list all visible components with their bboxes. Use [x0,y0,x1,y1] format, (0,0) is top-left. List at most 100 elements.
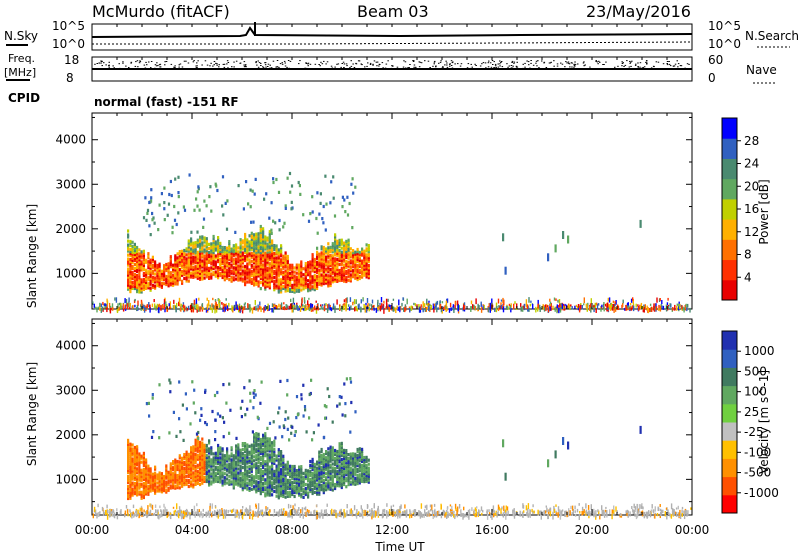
power-echo-cell [338,276,341,281]
velocity-echo-cell [217,447,220,452]
velocity-echo-cell [151,480,154,484]
power-echo-cell [212,236,215,241]
velocity-echo-cell [230,476,233,480]
power-echo-cell [205,251,208,255]
velocity-echo-cell [136,447,139,451]
power-echo-cell [246,242,249,246]
power-echo-cell [163,218,166,222]
power-echo-cell [316,252,319,256]
velocity-echo-cell [280,486,283,490]
power-echo-cell [348,304,350,307]
velocity-echo-cell [201,437,204,441]
power-echo-cell [210,272,213,276]
power-colorbar-band [722,178,737,200]
power-echo-cell [595,308,597,313]
power-echo-cell [250,237,253,241]
power-echo-cell [271,261,274,265]
velocity-echo-cell [253,459,256,463]
velocity-echo-cell [203,479,206,483]
power-echo-cell [329,271,332,276]
power-echo-cell [253,241,256,245]
power-echo-cell [212,242,215,247]
velocity-echo-cell [257,474,260,478]
power-echo-cell [334,243,337,247]
power-echo-cell [343,273,346,277]
nave-point [321,63,324,65]
velocity-echo-cell [322,452,325,457]
power-echo-cell [400,306,402,311]
power-echo-cell [257,266,260,270]
power-echo-cell [175,307,177,313]
velocity-echo-cell [250,455,253,459]
power-echo-cell [350,305,352,309]
power-echo-cell [178,258,181,262]
power-echo-cell [334,233,337,237]
power-echo-cell [273,266,276,270]
power-echo-cell [668,306,670,309]
power-echo-cell [588,305,591,311]
power-echo-cell [510,307,512,313]
velocity-echo-cell [257,438,260,442]
velocity-echo-cell [127,476,130,480]
velocity-echo-cell [316,462,319,466]
nave-point [135,61,137,63]
velocity-echo-cell [176,482,179,486]
velocity-echo-cell [259,477,262,482]
velocity-echo-cell [250,467,253,471]
velocity-echo-cell [259,482,262,486]
velocity-echo-cell [149,477,152,481]
velocity-echo-cell [226,457,229,461]
power-echo-cell [334,253,337,257]
power-echo-cell [363,267,366,271]
power-echo-cell [298,289,301,293]
power-echo-cell [293,290,296,294]
power-echo-cell [244,254,247,259]
power-echo-cell [500,304,502,310]
power-echo-cell [504,266,507,275]
velocity-echo-cell [318,454,321,458]
power-echo-cell [156,269,159,274]
power-echo-cell [217,260,220,264]
power-echo-cell [199,249,202,253]
power-echo-cell [199,277,202,281]
power-echo-cell [631,305,634,309]
velocity-echo-cell [219,450,222,454]
power-echo-cell [142,216,146,220]
power-echo-cell [280,246,283,250]
nave-point [150,61,153,62]
velocity-echo-cell [169,478,172,482]
velocity-echo-cell [320,480,323,484]
power-echo-cell [322,268,325,272]
power-echo-cell [302,213,305,217]
power-echo-cell [194,245,197,249]
power-echo-cell [192,267,195,271]
power-echo-cell [345,301,347,306]
power-echo-cell [314,305,316,311]
power-echo-cell [259,265,262,269]
power-echo-cell [158,264,161,268]
velocity-echo-cell [246,451,249,455]
velocity-echo-cell [316,488,319,492]
power-echo-cell [556,304,558,309]
velocity-echo-cell [291,484,294,489]
power-echo-cell [363,265,366,269]
velocity-echo-cell [313,476,316,480]
power-echo-cell [264,271,267,275]
velocity-echo-cell [203,465,206,469]
power-echo-cell [549,306,551,311]
velocity-echo-cell [136,487,139,491]
velocity-echo-cell [127,438,130,442]
velocity-echo-cell [239,452,242,456]
velocity-echo-cell [147,468,150,472]
power-echo-cell [183,262,186,267]
velocity-echo-cell [248,480,251,484]
power-echo-cell [187,251,190,255]
velocity-echo-cell [174,472,177,476]
power-echo-cell [268,284,271,288]
nave-point [639,66,641,68]
velocity-echo-cell [183,479,186,483]
nave-point [645,61,647,63]
power-echo-cell [332,175,335,179]
velocity-echo-cell [136,477,139,481]
power-echo-cell [253,247,256,251]
